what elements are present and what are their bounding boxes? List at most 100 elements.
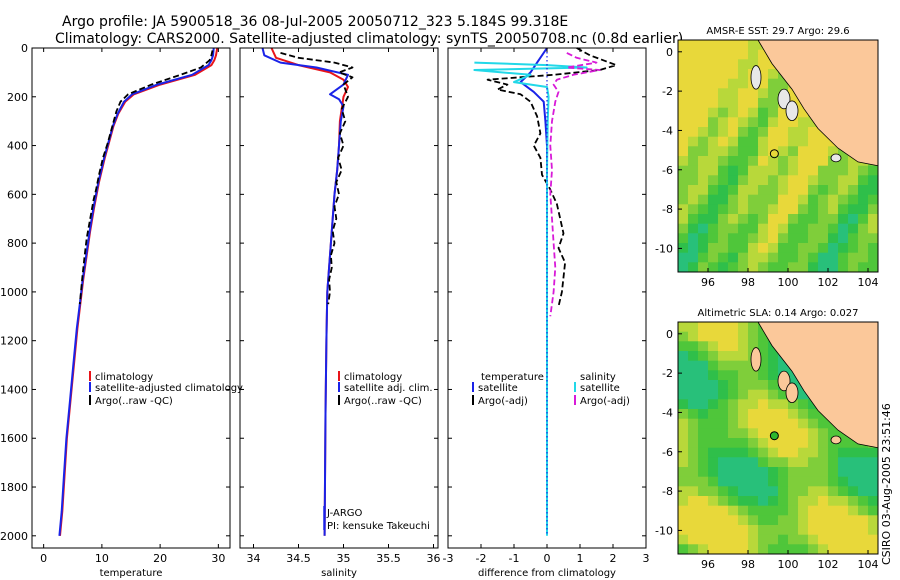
map-cell [708,165,719,176]
map-cell [688,389,699,400]
map-cell [708,127,719,137]
map-cell [858,223,869,234]
map-cell [678,262,689,273]
credit-text: CSIRO 03-Aug-2005 23:51:46 [880,403,893,565]
map-cell [858,534,869,545]
map-cell [688,428,699,439]
map-cell [748,243,759,253]
map-cell [738,428,749,439]
map-cell [798,136,809,147]
map-cell [748,223,759,234]
map-cell [808,136,819,147]
map-cell [768,136,779,147]
map-cell [848,243,859,253]
map-cell [748,447,759,458]
map-cell [708,117,719,128]
map-cell [728,49,739,60]
map-cell [708,40,719,50]
map-cell [778,457,789,468]
legend-temp-climatology: climatology [95,372,153,383]
map-cell [738,185,749,195]
map-cell [868,457,879,468]
map-cell [818,496,829,506]
map-cell [868,194,879,205]
map-cell [798,185,809,195]
map-cell [758,243,769,253]
map-cell [848,505,859,516]
map-cell [718,88,729,99]
map-cell [848,486,859,497]
map-cell [808,438,819,448]
map-cell [748,418,759,429]
map-cell [748,525,759,535]
map-cell [678,476,689,487]
map-cell [688,544,699,555]
map-cell [848,534,859,545]
map-cell [818,467,829,477]
map-cell [698,185,709,195]
map-cell [738,370,749,381]
map-cell [768,262,779,273]
map-cell [838,505,849,516]
map-cell [678,322,689,332]
map-cell [758,185,769,195]
map-cell [838,457,849,468]
map-cell [698,204,709,215]
map-cell [798,457,809,468]
map-cell [718,136,729,147]
map-cell [758,214,769,224]
map-cell [768,78,779,89]
y-tick-label: 1800 [0,481,28,494]
map-cell [728,127,739,137]
map-cell [748,476,759,487]
map-cell [808,214,819,224]
map-cell [678,156,689,166]
plot-frame [239,47,439,549]
map-cell [688,331,699,342]
map-cell [828,544,839,555]
map-cell [798,146,809,157]
map-cell [678,370,689,381]
map-cell [708,204,719,215]
map-cell [788,399,799,410]
map-cell [738,457,749,468]
map-cell [838,534,849,545]
map-cell [718,476,729,487]
map-cell [698,107,709,118]
map-cell [808,476,819,487]
map-cell [818,214,829,224]
map-cell [748,457,759,468]
map-cell [698,380,709,390]
map-cell [798,467,809,477]
map-cell [678,447,689,458]
map-cell [758,515,769,526]
map-x-tick-label: 102 [818,558,839,571]
map-cell [678,534,689,545]
map-cell [868,233,879,244]
map-x-tick-label: 96 [701,558,715,571]
map-cell [838,194,849,205]
map-cell [828,525,839,535]
map-cell [788,438,799,448]
map-cell [758,194,769,205]
map-cell [768,534,779,545]
map-cell [728,438,739,448]
map-cell [678,380,689,390]
map-cell [738,223,749,234]
map-cell [708,322,719,332]
x-tick-label: 1 [577,552,584,565]
map-cell [758,486,769,497]
map-cell [858,525,869,535]
map-cell [718,457,729,468]
map-cell [848,262,859,273]
map-cell [738,165,749,176]
x-tick-label: 35.5 [376,552,401,565]
map-cell [748,98,759,108]
map-cell [838,233,849,244]
map-cell [778,136,789,147]
map-cell [828,534,839,545]
map-cell [728,457,739,468]
map-cell [848,185,859,195]
series-line-salinity-satellite [473,61,588,536]
map-cell [788,457,799,468]
